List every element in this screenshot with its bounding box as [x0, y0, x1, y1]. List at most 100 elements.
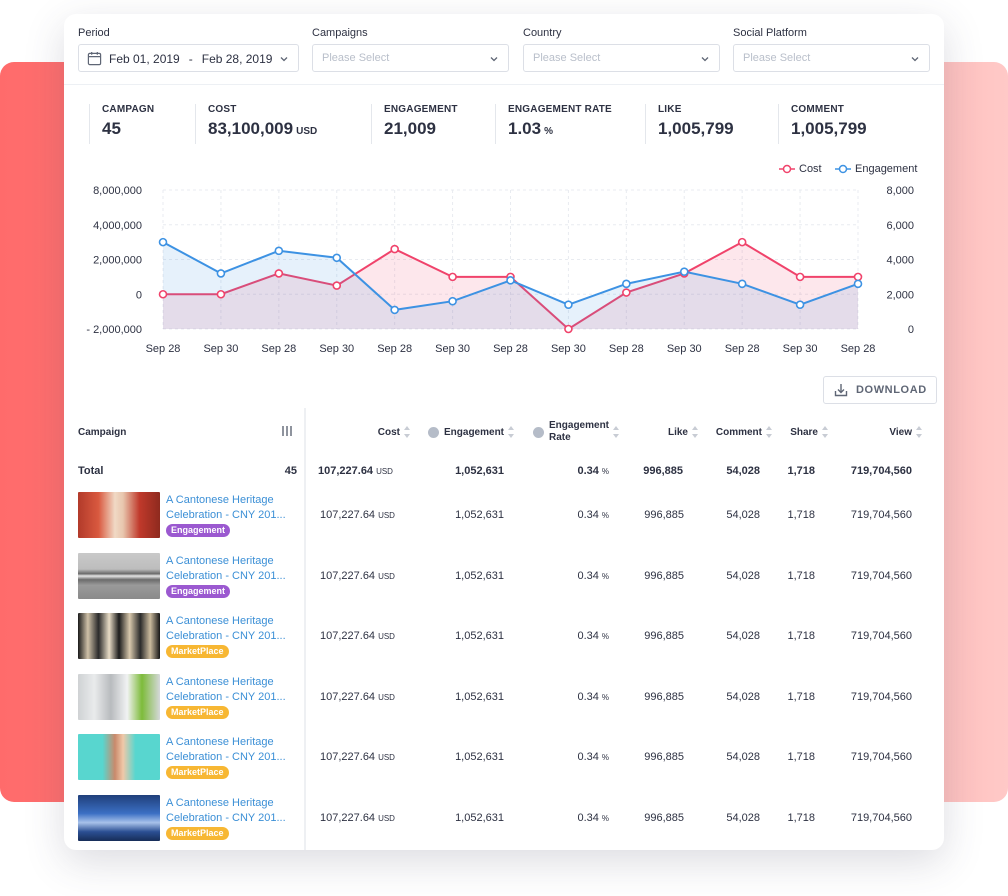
- cell-like: 996,885: [644, 569, 684, 582]
- y-right-tick-label: 4,000: [886, 255, 914, 267]
- sort-icon: [916, 426, 922, 438]
- cell-comment: 54,028: [726, 811, 760, 824]
- legend-engagement[interactable]: Engagement: [835, 163, 917, 175]
- sort-icon: [822, 426, 828, 438]
- header-share[interactable]: Share: [780, 408, 828, 456]
- cell-share: 1,718: [787, 630, 815, 642]
- legend-cost-marker: [779, 164, 795, 174]
- x-tick-label: Sep 28: [377, 343, 412, 355]
- header-like[interactable]: Like: [644, 408, 698, 456]
- total-cost: 107,227.64: [318, 465, 374, 477]
- campaign-type-badge: MarketPlace: [166, 766, 229, 779]
- x-tick-label: Sep 30: [551, 343, 586, 355]
- campaigns-select[interactable]: Please Select: [312, 44, 509, 72]
- download-label: DOWNLOAD: [856, 384, 927, 396]
- campaign-thumbnail[interactable]: [78, 673, 160, 720]
- total-cost-unit: USD: [376, 467, 393, 476]
- cell-cost: 107,227.64 USD: [320, 569, 395, 582]
- social-platform-select[interactable]: Please Select: [733, 44, 930, 72]
- cell-like: 996,885: [644, 630, 684, 642]
- x-tick-label: Sep 30: [203, 343, 238, 355]
- data-point-engagement: [622, 279, 631, 289]
- campaign-thumbnail[interactable]: [78, 734, 160, 780]
- cell-comment: 54,028: [726, 751, 760, 763]
- data-point-engagement: [853, 279, 863, 289]
- stat-campaign: CAMPAGN 45: [89, 104, 154, 144]
- cell-engagement: 1,052,631: [455, 751, 504, 763]
- legend-engagement-marker: [835, 164, 851, 174]
- legend-cost[interactable]: Cost: [779, 163, 822, 175]
- header-campaign[interactable]: Campaign: [78, 408, 198, 456]
- country-select[interactable]: Please Select: [523, 44, 720, 72]
- stat-cost: COST 83,100,009 USD: [195, 104, 317, 144]
- campaign-name-link[interactable]: A Cantonese Heritage Celebration - CNY 20…: [166, 615, 286, 642]
- stat-value: 1,005,799: [791, 119, 867, 138]
- stat-unit: %: [544, 126, 553, 137]
- header-engagement[interactable]: Engagement: [428, 408, 528, 456]
- stat-like: LIKE 1,005,799: [645, 104, 734, 144]
- header-view[interactable]: View: [854, 408, 922, 456]
- campaigns-placeholder: Please Select: [322, 52, 390, 64]
- cell-view: 719,704,560: [850, 509, 912, 521]
- stat-label: ENGAGEMENT: [384, 104, 458, 115]
- campaign-name-link[interactable]: A Cantonese Heritage Celebration - CNY 20…: [166, 554, 286, 582]
- cell-engagement-rate: 0.34%: [577, 751, 609, 763]
- cell-comment: 54,028: [726, 509, 760, 521]
- x-tick-label: Sep 28: [493, 343, 528, 355]
- data-point-engagement: [158, 237, 168, 247]
- period-date-range[interactable]: Feb 01, 2019- Feb 28, 2019: [78, 44, 299, 72]
- y-left-tick-label: - 2,000,000: [86, 324, 142, 336]
- social-platform-placeholder: Please Select: [743, 52, 811, 64]
- columns-icon[interactable]: [282, 424, 292, 438]
- campaign-thumbnail[interactable]: [78, 552, 160, 599]
- stat-value: 83,100,009: [208, 119, 294, 138]
- data-point-engagement: [737, 279, 747, 289]
- series-area-cost: [163, 242, 858, 329]
- campaign-name-link[interactable]: A Cantonese Heritage Celebration - CNY 20…: [166, 675, 286, 703]
- campaign-thumbnail[interactable]: [78, 613, 160, 659]
- data-point-cost: [622, 288, 631, 297]
- country-placeholder: Please Select: [533, 52, 601, 64]
- campaign-name-link[interactable]: A Cantonese Heritage Celebration - CNY 20…: [166, 796, 286, 824]
- x-tick-label: Sep 28: [725, 343, 760, 355]
- cell-engagement: 1,052,631: [455, 630, 504, 642]
- cell-engagement-rate: 0.34%: [577, 811, 609, 824]
- cell-share: 1,718: [787, 509, 815, 521]
- data-point-engagement: [390, 305, 399, 315]
- campaign-name-link[interactable]: A Cantonese Heritage Celebration - CNY 20…: [166, 736, 286, 763]
- social-platform-filter: Social Platform Please Select: [733, 27, 930, 72]
- data-point-engagement: [274, 246, 284, 256]
- y-right-tick-label: 2,000: [886, 289, 914, 301]
- sort-icon: [404, 426, 410, 438]
- country-filter: Country Please Select: [523, 27, 720, 72]
- campaign-thumbnail[interactable]: [78, 492, 160, 538]
- total-rate-unit: %: [601, 467, 609, 476]
- data-point-engagement: [679, 267, 689, 276]
- data-point-cost: [448, 272, 457, 282]
- cell-cost: 107,227.64 USD: [320, 811, 395, 824]
- period-separator: -: [188, 52, 193, 66]
- cell-like: 996,885: [644, 690, 684, 703]
- period-start: Feb 01, 2019: [109, 52, 180, 66]
- stat-comment: COMMENT 1,005,799: [778, 104, 867, 144]
- header-engagement-rate[interactable]: Engagement Rate: [533, 408, 633, 456]
- country-label: Country: [523, 27, 562, 39]
- header-cost[interactable]: Cost: [336, 408, 410, 456]
- cell-like: 996,885: [644, 811, 684, 824]
- total-count: 45: [284, 465, 297, 477]
- cell-comment: 54,028: [726, 569, 760, 582]
- cell-cost: 107,227.64 USD: [320, 690, 395, 703]
- download-button[interactable]: DOWNLOAD: [823, 376, 937, 404]
- header-comment[interactable]: Comment: [704, 408, 772, 456]
- chevron-down-icon: [280, 57, 288, 62]
- stat-engagement: ENGAGEMENT 21,009: [371, 104, 458, 144]
- campaign-thumbnail[interactable]: [78, 794, 160, 841]
- stat-engagement-rate: ENGAGEMENT RATE 1.03%: [495, 104, 612, 144]
- campaigns-label: Campaigns: [312, 27, 368, 39]
- header-like-label: Like: [667, 426, 688, 438]
- y-right-tick-label: 6,000: [886, 220, 914, 232]
- campaign-name-link[interactable]: A Cantonese Heritage Celebration - CNY 20…: [166, 494, 286, 521]
- stat-label: ENGAGEMENT RATE: [508, 104, 612, 115]
- total-share: 1,718: [787, 465, 815, 477]
- y-right-tick-label: 8,000: [886, 185, 914, 197]
